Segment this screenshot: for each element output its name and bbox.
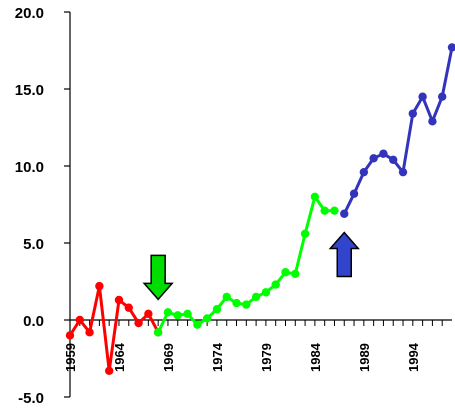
data-point <box>232 298 241 308</box>
up-arrow <box>328 231 360 278</box>
y-tick-label: 10.0 <box>15 159 44 176</box>
x-tick-label: 1964 <box>112 342 127 372</box>
data-point <box>438 92 447 101</box>
data-point <box>418 92 427 101</box>
data-point <box>408 109 418 118</box>
x-tick-label: 1984 <box>308 342 323 372</box>
data-point <box>202 314 212 323</box>
data-point <box>251 292 261 302</box>
x-tick-label: 1979 <box>259 343 274 372</box>
series-3 <box>340 43 455 218</box>
data-point <box>271 280 280 289</box>
data-point <box>124 303 133 312</box>
data-point <box>447 43 455 52</box>
annotations <box>142 231 360 301</box>
data-point <box>95 281 104 291</box>
x-tick-label: 1959 <box>63 343 78 372</box>
data-point <box>389 155 398 165</box>
x-tick-label: 1989 <box>357 343 372 372</box>
y-tick-label: -5.0 <box>18 390 44 407</box>
data-point <box>173 311 182 320</box>
y-axis-ticks: 20.0 15.0 10.0 5.0 0.0 -5.0 <box>15 5 70 407</box>
y-tick-label: 15.0 <box>15 82 44 99</box>
data-point <box>183 309 192 319</box>
data-point <box>369 154 378 163</box>
data-point <box>398 167 408 177</box>
data-point <box>291 269 300 278</box>
data-point <box>379 149 388 158</box>
data-point <box>349 189 359 198</box>
data-point <box>310 192 320 201</box>
series-line <box>342 47 454 215</box>
data-point <box>153 328 163 337</box>
data-point <box>65 331 75 340</box>
x-tick-label: 1994 <box>406 342 421 372</box>
y-tick-label: 5.0 <box>23 236 44 253</box>
data-point <box>85 328 94 337</box>
data-point <box>281 268 290 277</box>
series-line <box>68 284 160 373</box>
series-2 <box>153 192 339 337</box>
axes <box>69 12 452 397</box>
x-tick-label: 1969 <box>161 343 176 372</box>
y-tick-label: 0.0 <box>23 313 44 330</box>
data-point <box>300 229 310 238</box>
data-point <box>359 167 369 177</box>
data-point <box>144 309 153 319</box>
data-point <box>222 292 231 302</box>
data-point <box>163 308 173 317</box>
data-point <box>193 320 202 329</box>
x-tick-label: 1974 <box>210 342 225 372</box>
x-axis-ticks: 1959 1964 1969 1974 1979 1984 1989 1994 <box>63 320 443 372</box>
down-arrow <box>142 254 174 301</box>
data-point <box>114 295 124 305</box>
series-group <box>65 43 455 376</box>
data-point <box>75 315 84 325</box>
data-point <box>428 117 437 126</box>
y-tick-label: 20.0 <box>15 5 44 22</box>
data-point <box>261 288 271 297</box>
data-point <box>212 305 222 314</box>
data-point <box>134 318 143 328</box>
data-point <box>242 300 251 309</box>
data-point <box>340 209 349 218</box>
data-point <box>104 366 114 376</box>
data-point <box>330 206 339 215</box>
data-point <box>320 206 329 215</box>
